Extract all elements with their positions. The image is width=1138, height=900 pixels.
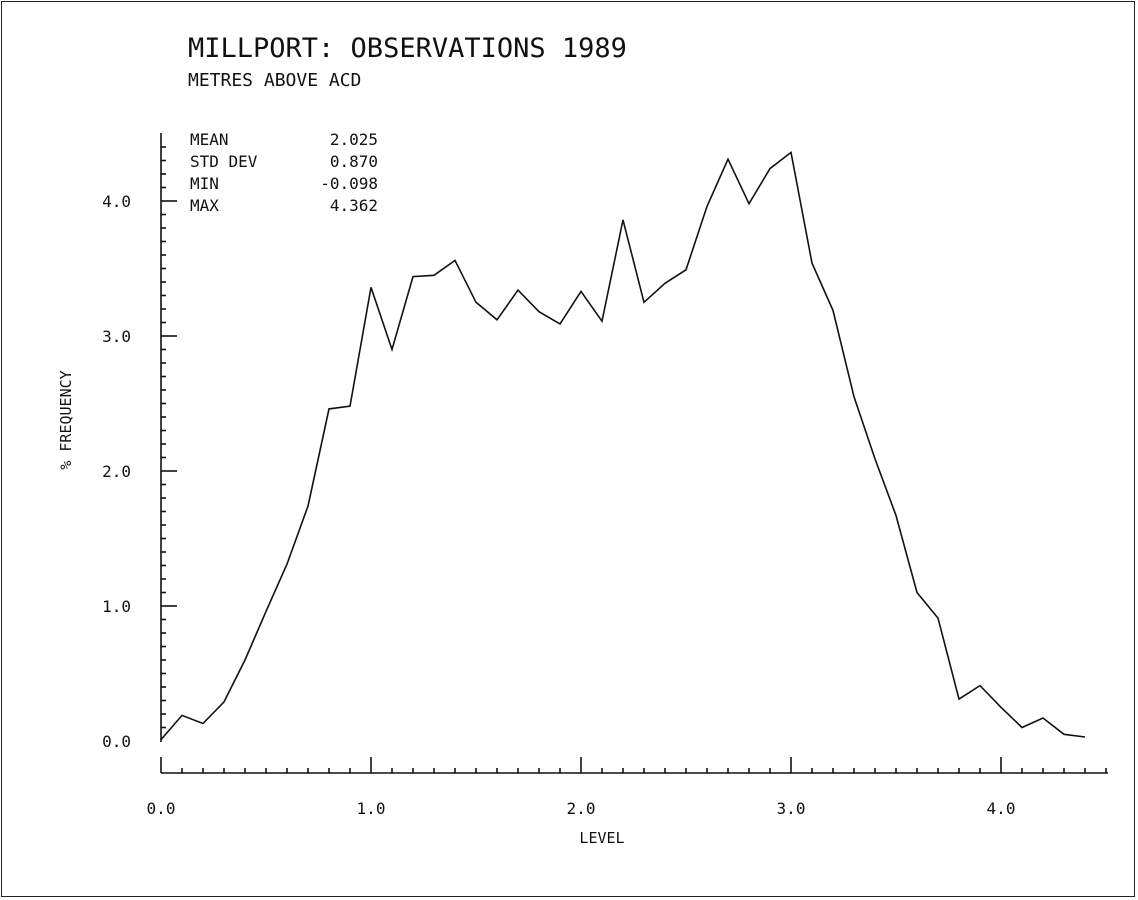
- y-tick-label: 4.0: [102, 192, 131, 211]
- stat-value: 0.870: [330, 152, 378, 171]
- stat-value: -0.098: [320, 174, 378, 193]
- frequency-series-line: [160, 150, 1086, 741]
- stat-value: 2.025: [330, 130, 378, 149]
- chart-title: MILLPORT: OBSERVATIONS 1989: [188, 33, 627, 64]
- chart-subtitle: METRES ABOVE ACD: [188, 70, 361, 91]
- y-tick-label: 1.0: [102, 597, 131, 616]
- stat-value: 4.362: [330, 196, 378, 215]
- stat-label: STD DEV: [190, 152, 258, 171]
- x-tick-label: 1.0: [357, 799, 386, 818]
- y-axis-label: % FREQUENCY: [57, 370, 75, 469]
- x-axis-label: LEVEL: [579, 829, 624, 847]
- stat-label: MEAN: [190, 130, 229, 149]
- y-tick-label: 3.0: [102, 327, 131, 346]
- stat-label: MIN: [190, 174, 219, 193]
- series-group: [160, 150, 1086, 741]
- y-tick-label: 0.0: [102, 732, 131, 751]
- x-tick-label: 4.0: [987, 799, 1016, 818]
- x-tick-label: 0.0: [147, 799, 176, 818]
- stats-block: MEAN 2.025 STD DEV 0.870 MIN -0.098 MAX 4.362: [190, 130, 378, 215]
- x-tick-label: 3.0: [777, 799, 806, 818]
- x-tick-label: 2.0: [567, 799, 596, 818]
- x-axis-ticks: 0.0 1.0 2.0 3.0 4.0: [147, 757, 1107, 818]
- y-tick-label: 2.0: [102, 462, 131, 481]
- stat-label: MAX: [190, 196, 219, 215]
- y-axis-ticks: 0.0 1.0 2.0 3.0 4.0: [102, 146, 177, 751]
